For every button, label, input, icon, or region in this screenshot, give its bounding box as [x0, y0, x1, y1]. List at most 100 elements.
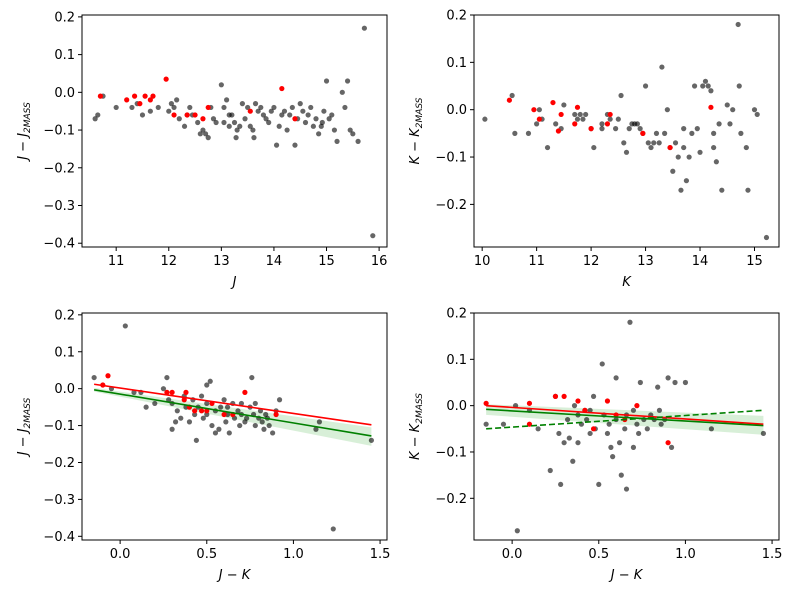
red-point-0: [97, 93, 104, 99]
black-point-18: [192, 411, 198, 418]
black-point-15: [583, 111, 589, 118]
black-point-6: [139, 112, 146, 118]
y-tick-label: −0.2: [435, 492, 467, 507]
x-tick-label: 15: [746, 254, 763, 269]
black-point-14: [571, 403, 578, 409]
red-point-12: [667, 144, 673, 151]
black-point-30: [618, 472, 624, 478]
y-tick-label: −0.1: [435, 445, 467, 460]
black-point-18: [584, 416, 590, 423]
black-point-40: [258, 104, 264, 111]
black-point-57: [193, 437, 199, 443]
black-point-1: [500, 421, 507, 427]
black-point-34: [242, 116, 248, 122]
red-point-7: [163, 76, 169, 82]
black-point-3: [514, 528, 520, 534]
black-point-50: [623, 486, 630, 492]
black-point-3: [113, 104, 119, 111]
black-point-18: [195, 119, 201, 126]
black-point-29: [634, 121, 640, 127]
red-point-8: [198, 408, 205, 414]
black-point-70: [763, 234, 770, 241]
x-tick-label: 15: [318, 254, 335, 269]
y-axis-label: K − K2MASS: [408, 393, 425, 460]
black-point-4: [129, 104, 135, 111]
red-point-11: [200, 116, 206, 122]
black-point-52: [276, 397, 283, 403]
black-point-62: [730, 107, 736, 113]
black-point-47: [682, 379, 689, 386]
black-point-43: [266, 119, 272, 126]
red-point-2: [164, 389, 170, 395]
red-point-6: [150, 93, 156, 99]
axes-frame: [81, 14, 388, 248]
black-point-25: [209, 422, 215, 429]
black-point-20: [590, 393, 597, 399]
black-point-72: [350, 131, 356, 137]
black-point-75: [370, 233, 376, 239]
black-point-44: [665, 375, 671, 381]
black-point-56: [711, 144, 717, 151]
y-axis-label: J − J2MASS: [16, 102, 33, 163]
black-point-73: [355, 138, 361, 144]
black-point-70: [344, 78, 351, 84]
black-point-73: [599, 126, 605, 132]
x-tick-label: 14: [692, 254, 709, 269]
black-point-59: [719, 187, 725, 193]
y-tick-label: 0.2: [54, 308, 75, 323]
y-tick-label: 0.0: [446, 399, 467, 414]
black-point-12: [566, 435, 572, 441]
red-point-1: [124, 97, 130, 103]
black-point-13: [178, 415, 184, 421]
black-point-47: [686, 154, 692, 160]
black-point-42: [672, 140, 679, 146]
black-point-49: [691, 83, 698, 89]
black-point-8: [553, 121, 559, 127]
y-tick-label: 0.2: [446, 9, 467, 24]
black-point-69: [754, 111, 760, 118]
red-point-2: [526, 421, 533, 427]
red-point-11: [221, 411, 227, 418]
red-point-2: [536, 116, 542, 122]
black-point-10: [561, 102, 567, 108]
black-point-31: [622, 426, 628, 432]
black-point-38: [662, 130, 668, 136]
y-tick-label: −0.4: [43, 530, 75, 545]
black-point-60: [238, 400, 245, 407]
black-point-16: [187, 104, 193, 111]
black-point-5: [143, 404, 149, 410]
black-point-45: [271, 104, 277, 111]
black-point-16: [186, 419, 193, 425]
panel-k-vs-k: 10 11 12 13 14 15 −0.2 −0.1 0.0 0.1 0.2 K K − K2MASS: [408, 9, 780, 290]
black-point-63: [172, 419, 179, 425]
black-point-55: [330, 526, 336, 532]
black-point-46: [683, 178, 690, 184]
axes-frame: [473, 312, 780, 541]
black-point-44: [678, 187, 684, 193]
black-point-10: [561, 440, 567, 446]
black-point-36: [637, 379, 643, 386]
black-point-14: [580, 116, 586, 122]
black-point-12: [574, 116, 581, 122]
red-point-1: [531, 107, 537, 113]
black-point-64: [252, 400, 258, 407]
black-point-60: [316, 131, 322, 137]
black-point-52: [606, 421, 612, 427]
black-point-28: [218, 404, 224, 410]
red-point-5: [183, 389, 189, 395]
x-axis-label: J − K: [216, 568, 252, 583]
black-point-46: [273, 142, 280, 148]
black-point-64: [326, 116, 332, 122]
black-point-30: [637, 126, 643, 132]
green-fit-line: [486, 408, 764, 427]
y-tick-label: −0.3: [43, 199, 75, 214]
black-point-1: [95, 112, 101, 118]
black-point-63: [735, 21, 741, 28]
black-point-27: [610, 454, 616, 460]
red-point-1: [526, 400, 533, 406]
red-point-8: [588, 126, 594, 132]
black-point-65: [329, 112, 335, 118]
black-point-10: [168, 101, 174, 107]
y-tick-label: 0.0: [54, 86, 75, 101]
x-axis-label: K: [622, 275, 632, 290]
